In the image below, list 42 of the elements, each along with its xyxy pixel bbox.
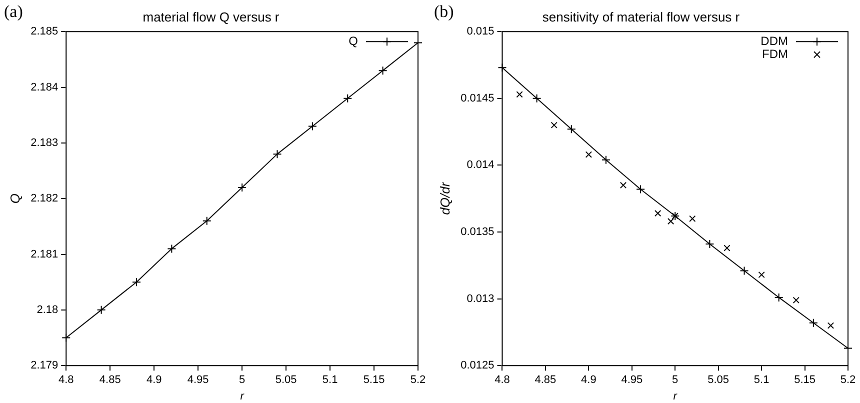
x-tick-label: 5: [672, 374, 678, 386]
y-tick-label: 0.013: [466, 292, 494, 305]
x-tick-label: 4.8: [58, 374, 74, 386]
y-tick-label: 0.015: [466, 26, 494, 38]
y-axis-title: dQ/dr: [437, 182, 452, 215]
x-tick-label: 5.15: [794, 374, 816, 386]
y-tick-label: 0.0135: [460, 226, 494, 238]
x-tick-label: 5.05: [275, 374, 297, 386]
x-tick-label: 4.95: [621, 374, 643, 386]
text: (b): [434, 2, 454, 21]
text: (a): [4, 2, 23, 21]
x-axis-title: r: [673, 390, 678, 402]
y-tick-label: 2.18: [36, 304, 58, 316]
y-tick-label: 0.0125: [460, 360, 494, 372]
x-tick-label: 4.9: [581, 374, 596, 386]
x-axis-title: r: [240, 390, 246, 402]
y-axis-title: Q: [7, 194, 22, 204]
y-tick-label: 0.0145: [460, 92, 494, 104]
x-tick-label: 5.2: [410, 374, 426, 386]
chart-title: material flow Q versus r: [142, 9, 280, 24]
y-tick-label: 0.014: [466, 159, 494, 172]
x-tick-label: 4.9: [146, 374, 162, 386]
y-tick-label: 2.185: [30, 26, 58, 38]
y-tick-label: 2.181: [30, 248, 58, 260]
x-tick-label: 5.1: [322, 374, 338, 386]
legend-label: DDM: [760, 34, 788, 48]
x-tick-label: 5.1: [754, 374, 770, 386]
x-tick-label: 4.85: [99, 374, 121, 386]
x-tick-label: 4.95: [187, 374, 209, 386]
x-tick-label: 5.15: [363, 374, 385, 386]
y-tick-label: 2.183: [30, 136, 58, 149]
x-tick-label: 5.2: [840, 374, 856, 386]
x-tick-label: 5.05: [708, 374, 730, 386]
x-tick-label: 4.85: [534, 374, 556, 386]
legend-label: FDM: [762, 46, 788, 61]
chart-title: sensitivity of material flow versus r: [542, 9, 740, 24]
x-tick-label: 5: [239, 374, 246, 386]
y-tick-label: 2.179: [30, 360, 58, 372]
y-tick-label: 2.182: [30, 192, 58, 205]
x-tick-label: 4.8: [494, 374, 510, 386]
legend-label: Q: [348, 34, 358, 48]
y-tick-label: 2.184: [30, 81, 58, 94]
